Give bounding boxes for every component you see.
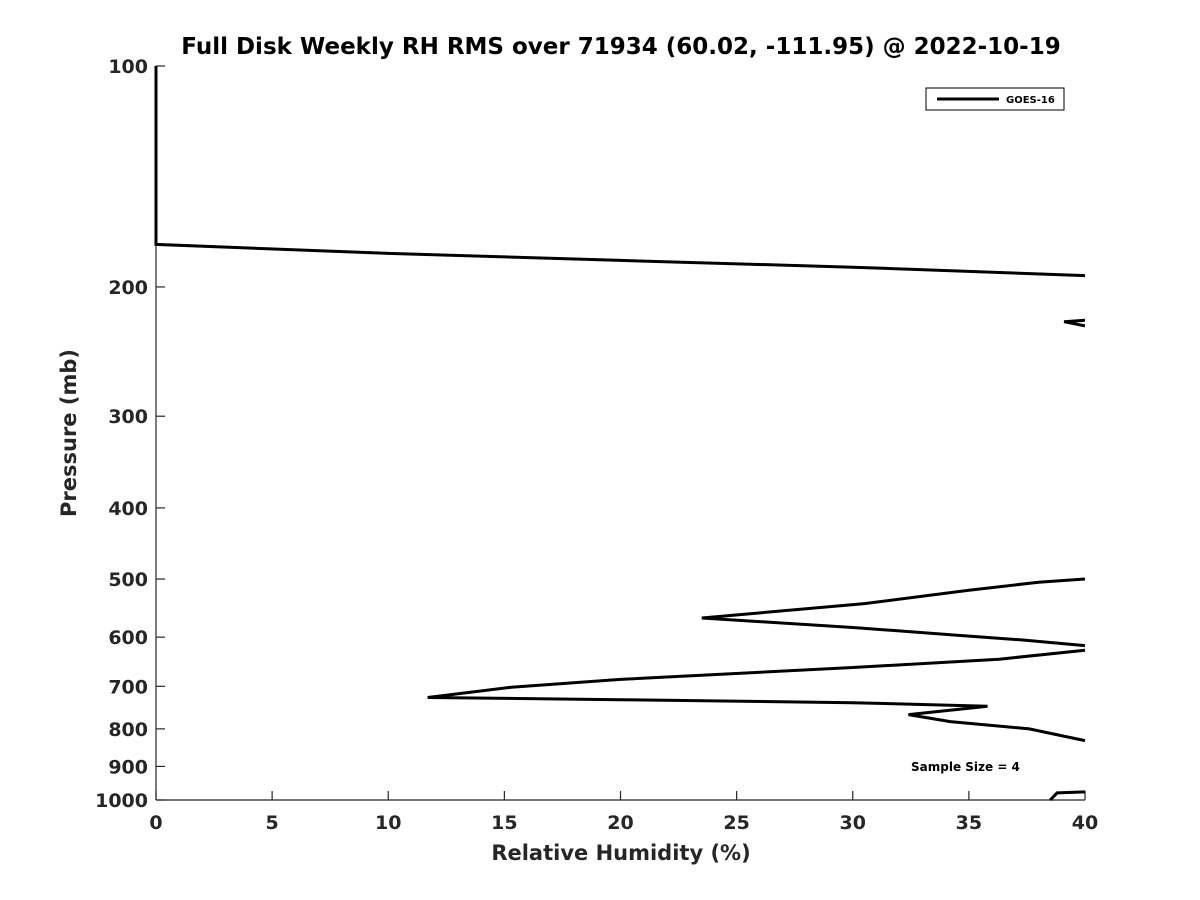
series-line-goes-16-segment-3: [701, 577, 1086, 648]
x-axis-label: Relative Humidity (%): [491, 841, 750, 865]
x-tick-label: 35: [956, 812, 982, 834]
y-tick-label: 600: [108, 627, 148, 649]
series-line-goes-16-segment-5: [1049, 790, 1086, 802]
y-tick-label: 900: [108, 756, 148, 778]
legend-label-goes-16: GOES-16: [1006, 95, 1055, 106]
x-tick-label: 30: [840, 812, 866, 834]
x-tick-label: 40: [1072, 812, 1098, 834]
y-tick-label: 400: [108, 498, 148, 520]
sample-size-annotation: Sample Size = 4: [911, 760, 1020, 774]
y-tick-label: 500: [108, 569, 148, 591]
y-tick-label: 700: [108, 676, 148, 698]
y-tick-label: 200: [108, 277, 148, 299]
x-tick-label: 20: [607, 812, 633, 834]
chart-title: Full Disk Weekly RH RMS over 71934 (60.0…: [181, 34, 1060, 60]
y-tick-label: 800: [108, 719, 148, 741]
y-tick-label: 100: [108, 56, 148, 78]
legend: GOES-16: [925, 87, 1065, 111]
x-tick-label: 0: [149, 812, 162, 834]
data-series: [154, 66, 1086, 802]
series-line-goes-16-segment-4: [427, 648, 1086, 743]
x-tick-label: 15: [491, 812, 517, 834]
x-tick-label: 10: [375, 812, 401, 834]
series-line-goes-16-segment-1: [154, 66, 1086, 278]
x-tick-label: 5: [266, 812, 279, 834]
x-tick-label: 25: [723, 812, 749, 834]
y-axis-label: Pressure (mb): [57, 349, 81, 517]
series-line-goes-16-segment-2: [1063, 318, 1086, 328]
axes: 0 5 10 15 20 25 30 35 40 100 200 300 400 500 600 700 800…: [95, 56, 1098, 834]
y-tick-label: 1000: [95, 790, 148, 812]
y-tick-label: 300: [108, 406, 148, 428]
